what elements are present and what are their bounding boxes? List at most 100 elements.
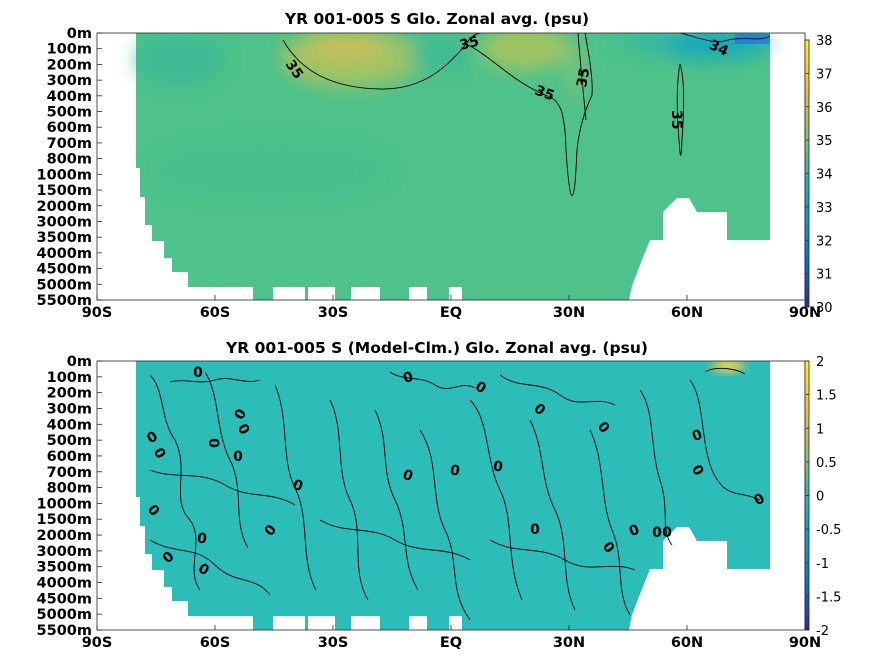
contour-label: 0 [205,438,221,448]
y-tick-label: 1000m [37,167,92,183]
y-tick-label: 0m [67,354,92,370]
y-tick-label: 600m [47,120,92,136]
contour-label: 35 [668,110,684,129]
anomaly-contours [149,367,761,621]
y-tick-label: 5500m [37,623,92,639]
colorbar-tick-label: -1.5 [816,590,841,605]
y-tick-label: 200m [47,57,92,73]
contour-label: 0 [652,525,662,541]
colorbar-tick-label: 33 [816,201,833,216]
x-tick-label: 30S [318,305,349,321]
salinity-surface-anomalies [135,33,770,200]
y-tick-label: 4500m [37,591,92,607]
colorbar-tick-label: 2 [816,355,824,370]
colorbar-tick-label: 35 [816,134,833,149]
y-tick-label: 1500m [37,512,92,528]
salinity-field: 35 35 35 35 35 34 [135,33,771,300]
colorbar-tick-label: 30 [816,301,833,316]
contour-label: 0 [530,522,540,538]
colorbar-tick-label: 0 [816,490,824,505]
y-tick-label: 500m [47,433,92,449]
colorbar-tick-label: 37 [816,67,833,82]
contour-label: 0 [449,462,462,479]
y-tick-label: 800m [47,152,92,168]
colorbar-ticks: 38 37 36 35 34 33 32 31 30 [806,34,833,316]
y-tick-label: 4000m [37,576,92,592]
y-tick-label: 100m [47,370,92,386]
x-tick-label: 90S [82,635,113,651]
y-tick-label: 5000m [37,607,92,623]
y-tick-label: 0m [67,26,92,42]
y-tick-label: 2000m [37,528,92,544]
y-tick-label: 3000m [37,544,92,560]
y-tick-label: 1000m [37,496,92,512]
y-tick-label: 600m [47,449,92,465]
x-tick-label: 30N [553,305,585,321]
colorbar-tick-label: 31 [816,268,833,283]
y-tick-label: 700m [47,465,92,481]
x-tick-label: 30S [318,635,349,651]
panel-2-title: YR 001-005 S (Model-Clm.) Glo. Zonal avg… [225,339,648,357]
x-tick-label: EQ [440,635,462,651]
colorbar-tick-label: 38 [816,34,833,49]
ocean-area [136,33,770,300]
anomaly-highlights [710,361,746,373]
colorbar-tick-label: -0.5 [816,523,841,538]
y-tick-label: 500m [47,105,92,121]
x-tick-label: 60N [671,305,703,321]
colorbar-tick-label: 1 [816,422,824,437]
y-tick-label: 100m [47,42,92,58]
contour-label: 0 [233,449,243,465]
contour-label: 34 [706,37,731,60]
x-axis: 90S 60S 30S EQ 30N 60N 90N [82,295,821,321]
y-tick-label: 700m [47,136,92,152]
panel-1-title: YR 001-005 S Glo. Zonal avg. (psu) [284,10,589,28]
colorbar-tick-label: 36 [816,101,833,116]
y-tick-label: 4500m [37,262,92,278]
contour-label: 0 [196,530,209,547]
colorbar-tick-label: -1 [816,557,829,572]
y-tick-label: 300m [47,73,92,89]
y-tick-label: 5500m [37,293,92,309]
contour-label: 35 [458,33,481,53]
colorbar: 2 1.5 1 0.5 0 -0.5 -1 -1.5 -2 [804,355,841,639]
y-tick-label: 3500m [37,230,92,246]
y-tick-label: 400m [47,417,92,433]
y-tick-label: 3500m [37,560,92,576]
x-tick-label: 60S [200,635,231,651]
panel-salinity: YR 001-005 S Glo. Zonal avg. (psu) [37,10,833,321]
y-tick-label: 5000m [37,277,92,293]
y-tick-label: 4000m [37,246,92,262]
contour-label: 35 [574,67,593,89]
colorbar-tick-label: 32 [816,234,833,249]
y-axis: 0m100m200m300m400m500m600m700m800m1000m1… [37,354,102,639]
panel-salinity-anomaly: YR 001-005 S (Model-Clm.) Glo. Zonal avg… [37,339,842,651]
y-tick-label: 2000m [37,199,92,215]
y-tick-label: 1500m [37,183,92,199]
y-tick-label: 3000m [37,214,92,230]
x-tick-label: 90N [789,305,821,321]
x-axis: 90S 60S 30S EQ 30N 60N 90N [82,625,821,651]
y-tick-label: 300m [47,401,92,417]
contour-label: 0 [193,365,203,381]
colorbar-tick-label: 0.5 [816,456,837,471]
salinity-contours [282,33,771,197]
y-tick-label: 400m [47,89,92,105]
colorbar-tick-label: -2 [816,624,829,639]
colorbar-ticks: 2 1.5 1 0.5 0 -0.5 -1 -1.5 -2 [806,355,841,639]
y-axis: 0m100m200m300m400m500m600m700m800m1000m1… [37,26,102,309]
colorbar-tick-label: 34 [816,168,833,183]
x-tick-label: 90S [82,305,113,321]
x-tick-label: 30N [553,635,585,651]
contour-label: 0 [492,458,505,475]
colorbar: 38 37 36 35 34 33 32 31 30 [804,34,833,316]
x-tick-label: EQ [440,305,462,321]
y-tick-label: 200m [47,386,92,402]
ocean-area [136,361,770,630]
colorbar-tick-label: 1.5 [816,389,837,404]
x-tick-label: 60N [671,635,703,651]
x-tick-label: 90N [789,635,821,651]
x-tick-label: 60S [200,305,231,321]
